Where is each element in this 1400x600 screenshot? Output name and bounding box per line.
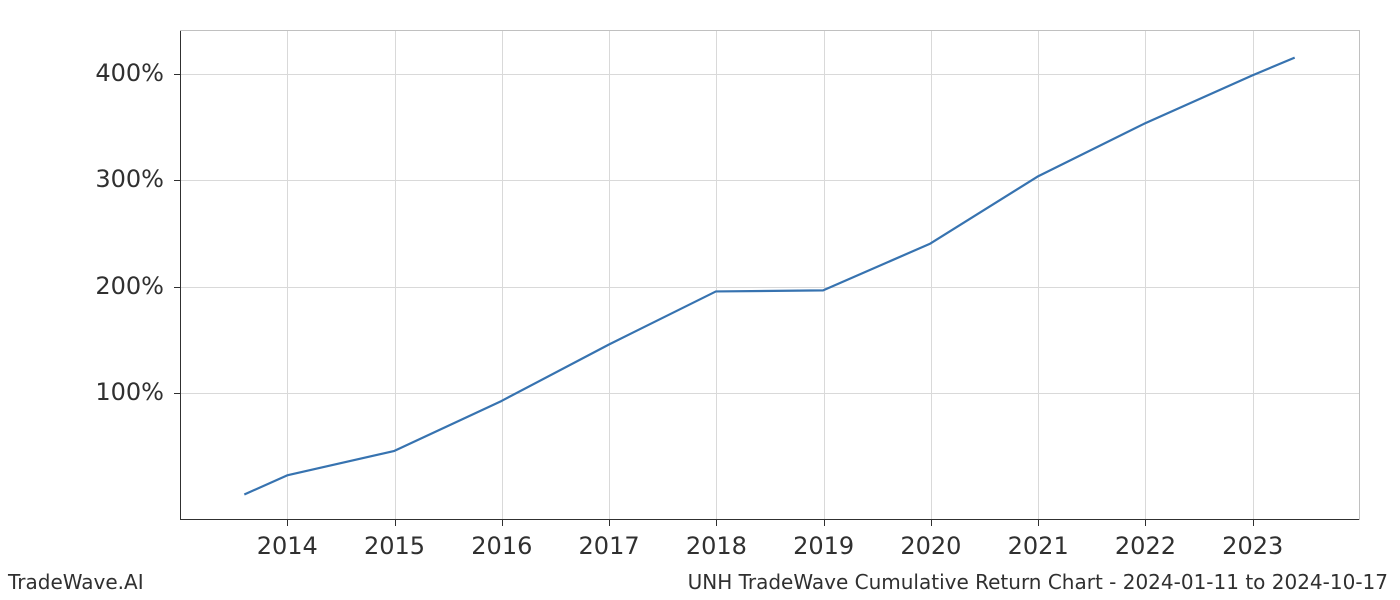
x-tick [609,520,610,526]
x-tick-label: 2018 [686,532,747,560]
x-axis [180,519,1359,520]
x-tick [1145,520,1146,526]
y-tick [174,74,180,75]
x-tick-label: 2020 [900,532,961,560]
return-line [244,58,1294,495]
chart-area: 2014201520162017201820192020202120222023… [180,30,1360,520]
x-tick-label: 2015 [364,532,425,560]
y-axis [180,31,181,520]
y-tick [174,180,180,181]
y-tick [174,393,180,394]
plot-frame [180,30,1360,520]
x-tick-label: 2019 [793,532,854,560]
x-tick [931,520,932,526]
x-tick [395,520,396,526]
line-series [180,31,1359,520]
x-tick-label: 2014 [257,532,318,560]
y-tick-label: 200% [95,272,164,300]
x-tick [1038,520,1039,526]
x-tick [716,520,717,526]
x-tick-label: 2022 [1115,532,1176,560]
x-tick-label: 2016 [471,532,532,560]
x-tick-label: 2023 [1222,532,1283,560]
y-tick-label: 300% [95,165,164,193]
x-tick [287,520,288,526]
y-tick [174,287,180,288]
y-tick-label: 100% [95,378,164,406]
x-tick [824,520,825,526]
footer-brand: TradeWave.AI [8,570,144,594]
x-tick-label: 2021 [1008,532,1069,560]
y-tick-label: 400% [95,59,164,87]
footer-caption: UNH TradeWave Cumulative Return Chart - … [688,570,1388,594]
x-tick [1253,520,1254,526]
x-tick-label: 2017 [579,532,640,560]
x-tick [502,520,503,526]
